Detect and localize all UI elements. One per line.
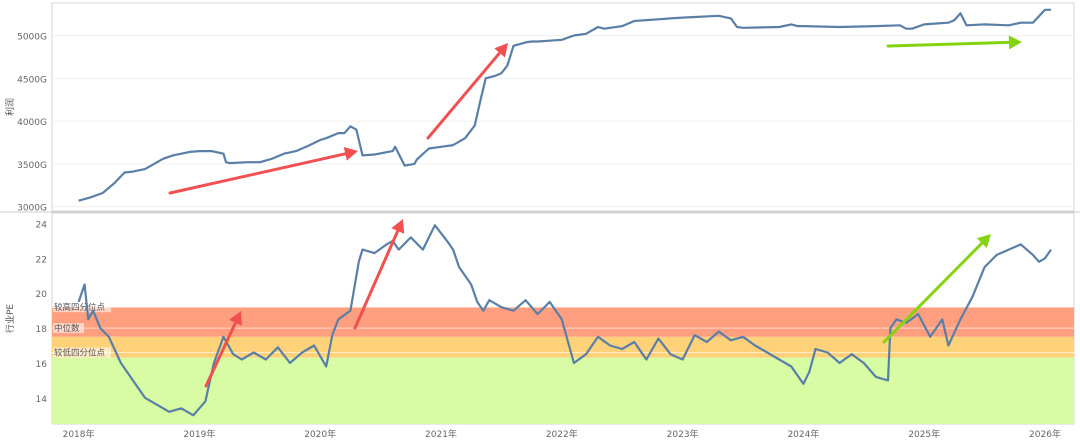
reference-line-label: 较高四分位点 bbox=[54, 302, 106, 313]
x-tick-label: 2022年 bbox=[546, 428, 578, 440]
trend-arrow-red-head bbox=[494, 43, 508, 58]
x-tick-label: 2020年 bbox=[304, 428, 336, 440]
x-tick-label: 2018年 bbox=[63, 428, 95, 440]
trend-arrow-green-head bbox=[976, 234, 991, 249]
x-tick-label: 2021年 bbox=[425, 428, 457, 440]
trend-arrow-red bbox=[204, 321, 238, 388]
profit-panel: 3000G 3500G 4000G 4500G 5000G 利润 bbox=[4, 2, 1075, 214]
x-axis: 2018年 2019年 2020年 2021年 2022年 2023年 2024年 2025年… bbox=[63, 428, 1061, 440]
y-tick-label: 24 bbox=[36, 220, 48, 230]
trend-arrow-red-head bbox=[391, 219, 405, 234]
trend-arrow-red-head bbox=[229, 311, 242, 326]
x-tick-label: 2025年 bbox=[908, 428, 940, 440]
trend-arrow-green bbox=[882, 241, 984, 344]
pe-band bbox=[52, 336, 1074, 358]
x-tick-label: 2026年 bbox=[1029, 428, 1061, 440]
y-tick-label: 4500G bbox=[17, 75, 47, 85]
reference-label-bg bbox=[53, 347, 111, 358]
trend-arrow-green bbox=[886, 40, 1011, 48]
x-tick-label: 2019年 bbox=[183, 428, 215, 440]
x-tick-label: 2024年 bbox=[787, 428, 819, 440]
x-tick-label: 2023年 bbox=[667, 428, 699, 440]
y-tick-label: 18 bbox=[36, 325, 48, 335]
y-tick-label: 20 bbox=[36, 290, 48, 300]
reference-label-bg bbox=[53, 323, 84, 334]
y-tick-label: 16 bbox=[36, 360, 48, 370]
y-axis-label: 利润 bbox=[4, 98, 16, 116]
trend-arrow-red bbox=[168, 152, 347, 195]
y-tick-label: 5000G bbox=[17, 33, 47, 43]
y-tick-label: 14 bbox=[36, 395, 48, 405]
panel-frame bbox=[51, 2, 1075, 212]
reference-label-bg bbox=[53, 302, 111, 313]
trend-arrow-red bbox=[353, 229, 400, 330]
trend-arrow-red bbox=[426, 51, 502, 140]
y-tick-label: 3000G bbox=[17, 204, 47, 214]
y-tick-label: 4000G bbox=[17, 118, 47, 128]
y-axis-label: 行业PE bbox=[4, 304, 16, 333]
trend-arrow-red-head bbox=[343, 147, 358, 161]
series-line bbox=[78, 8, 1051, 202]
y-tick-label: 22 bbox=[36, 255, 47, 265]
pe-band bbox=[52, 357, 1074, 424]
trend-arrow-green-head bbox=[1008, 35, 1022, 50]
reference-line-label: 较低四分位点 bbox=[54, 348, 106, 359]
reference-line-label: 中位数 bbox=[54, 323, 80, 334]
y-tick-label: 3500G bbox=[17, 161, 47, 171]
